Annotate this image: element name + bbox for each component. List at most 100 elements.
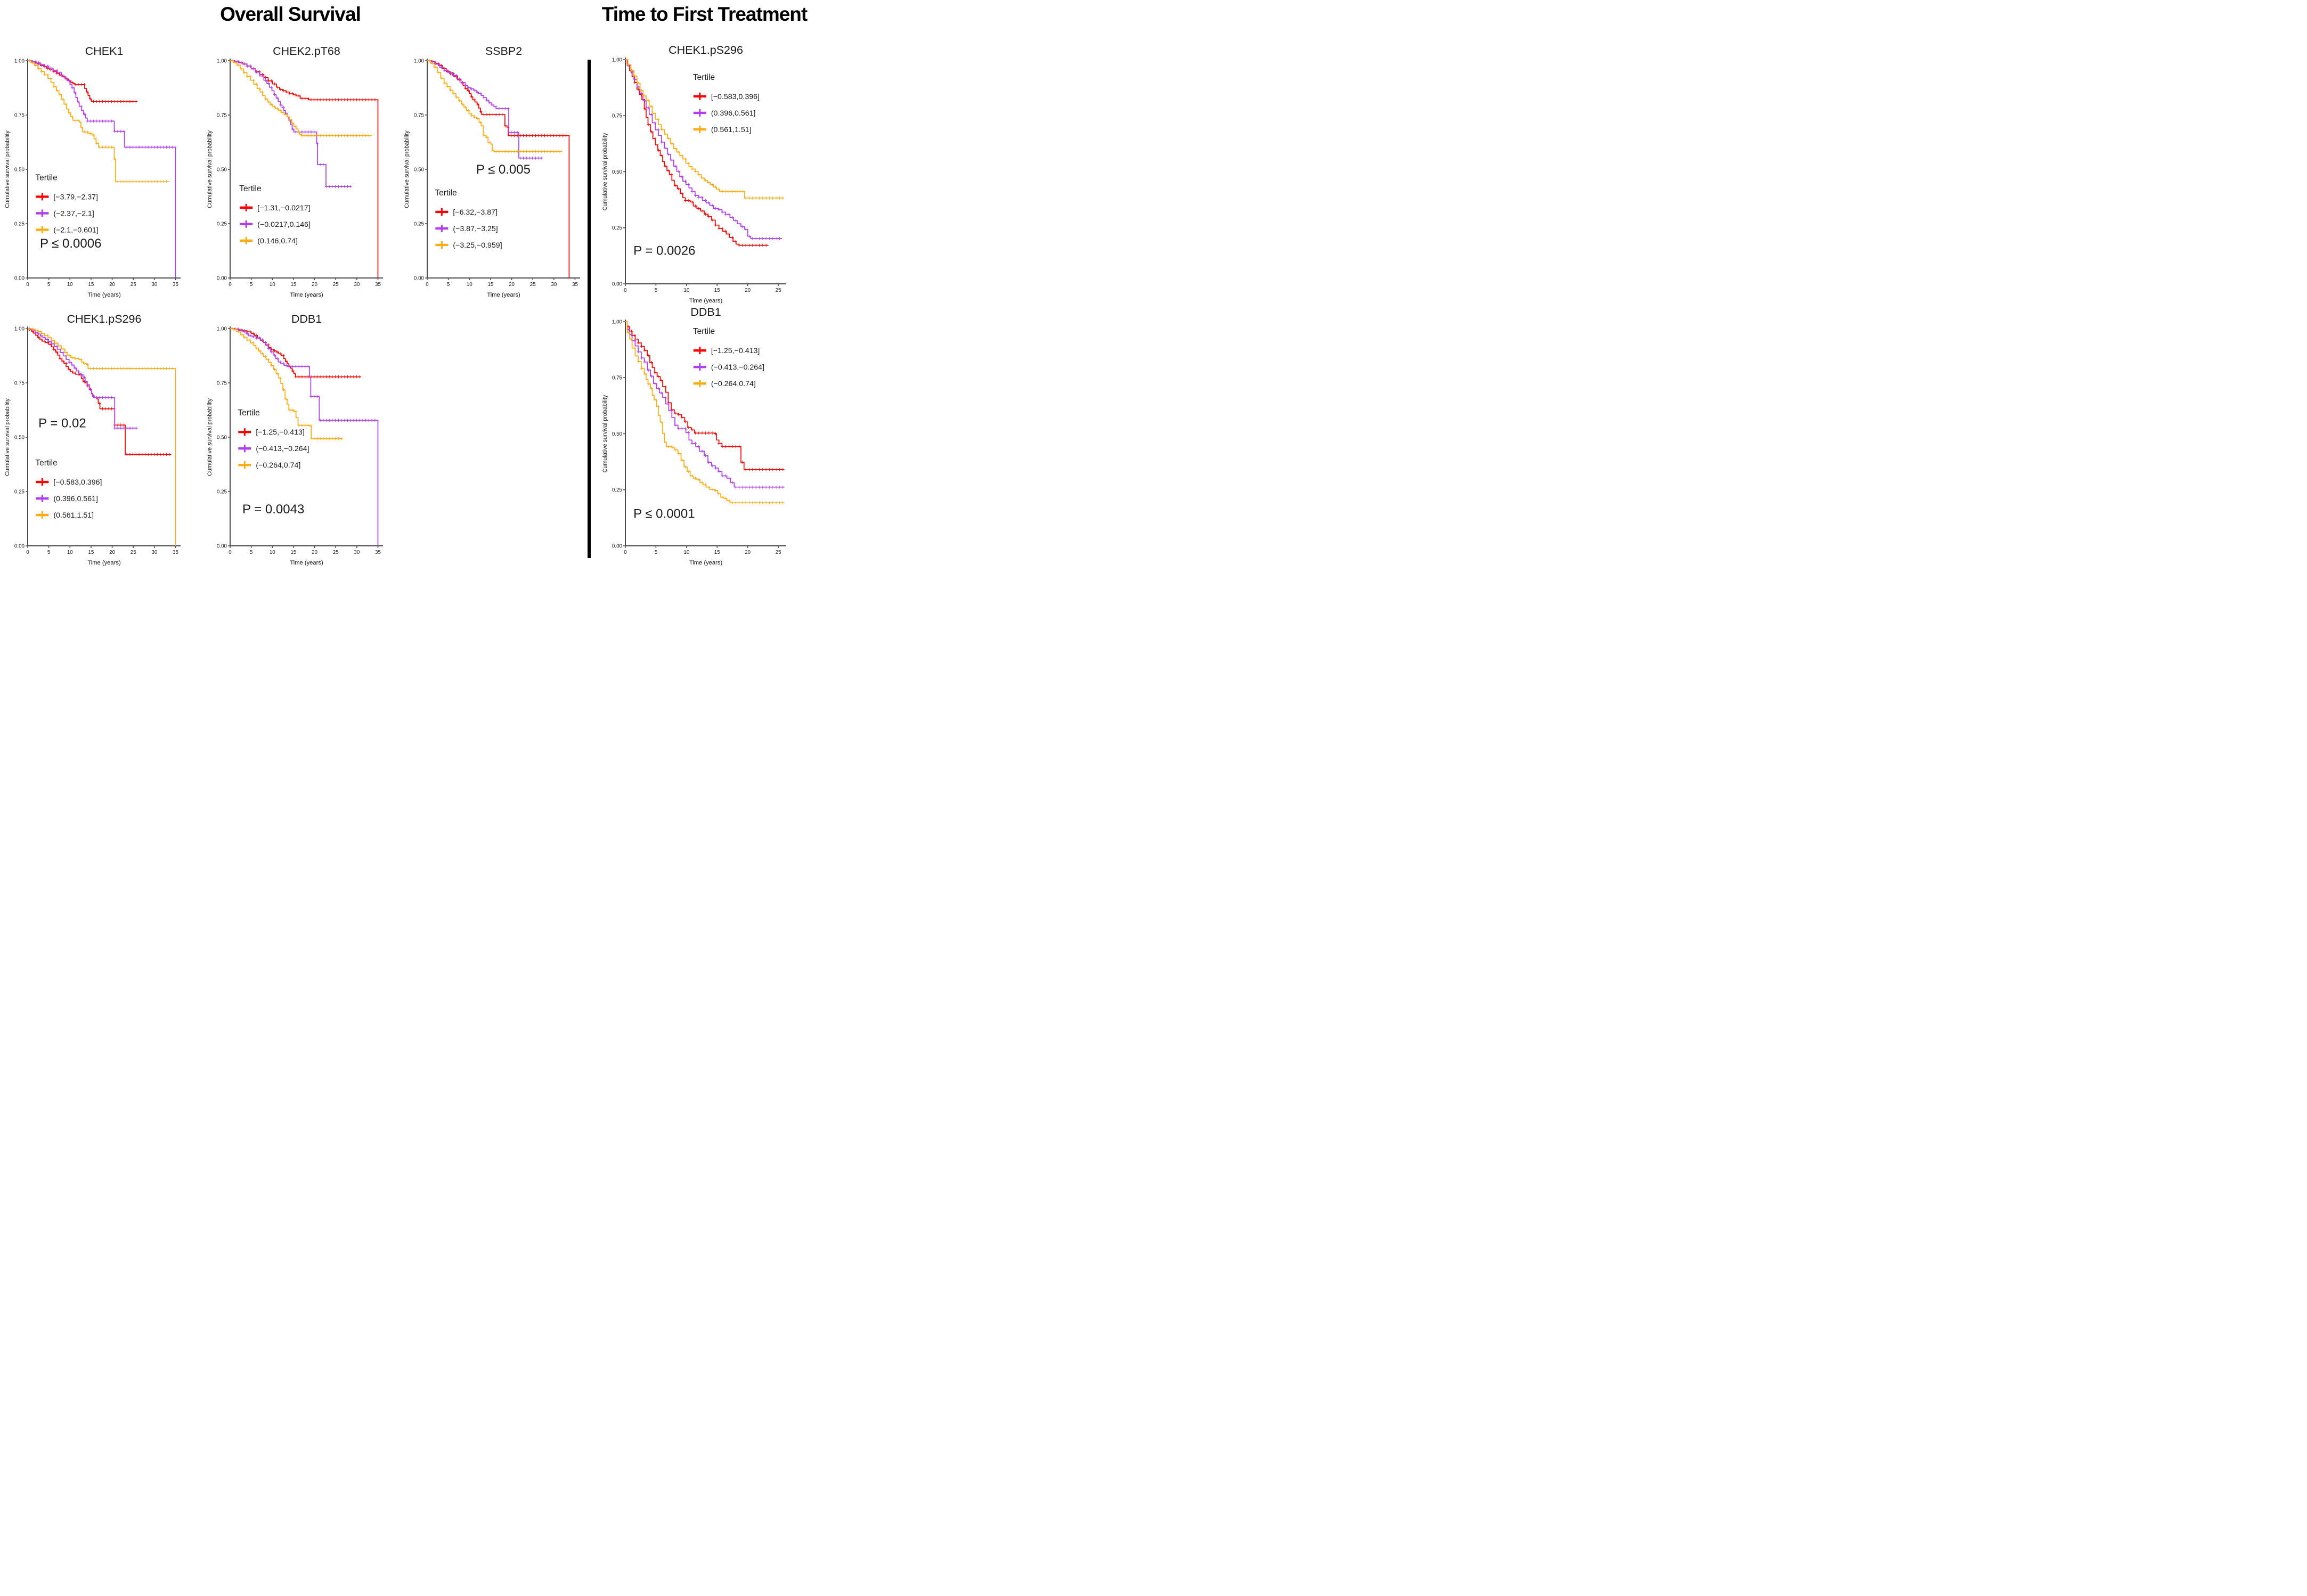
y-tick-label: 1.00 bbox=[14, 58, 25, 64]
censor-marks-tertile3 bbox=[626, 63, 785, 200]
km-curve-tertile1 bbox=[230, 60, 379, 278]
legend-item-label: (−3.87,−3.25] bbox=[453, 225, 498, 233]
legend-item-label: [−0.583,0.396] bbox=[711, 93, 760, 101]
y-tick-label: 1.00 bbox=[217, 58, 227, 64]
y-tick-label: 0.75 bbox=[14, 112, 25, 118]
legend-item-label: (−0.413,−0.264] bbox=[711, 363, 764, 372]
censor-marks-tertile1 bbox=[28, 328, 171, 456]
x-tick-label: 5 bbox=[250, 550, 253, 555]
x-tick-label: 30 bbox=[354, 550, 360, 555]
x-tick-label: 25 bbox=[131, 282, 136, 288]
legend-title: Tertile bbox=[239, 184, 261, 193]
legend-item-label: [−1.31,−0.0217] bbox=[257, 204, 310, 212]
km-curve-tertile1 bbox=[28, 328, 172, 455]
legend-title: Tertile bbox=[238, 408, 259, 418]
legend-item-label: (0.561,1.51] bbox=[711, 126, 752, 134]
km-panel-os-chek1: CHEK1 0.00 0.25 0.50 0.75 1.00 0 5 10 15 20 25 30 35 C… bbox=[3, 44, 187, 301]
censor-marks-tertile2 bbox=[231, 59, 352, 188]
x-tick-label: 25 bbox=[776, 550, 781, 555]
censor-marks-tertile2 bbox=[28, 59, 174, 149]
panel-title: CHEK2.pT68 bbox=[273, 45, 340, 58]
y-tick-label: 0.50 bbox=[14, 167, 25, 173]
y-tick-label: 0.00 bbox=[217, 275, 227, 281]
x-tick-label: 0 bbox=[624, 288, 627, 293]
x-tick-label: 30 bbox=[151, 282, 157, 288]
censor-marks-tertile1 bbox=[626, 63, 768, 247]
x-tick-label: 15 bbox=[290, 550, 296, 555]
x-tick-label: 10 bbox=[467, 282, 472, 288]
x-tick-label: 30 bbox=[551, 282, 557, 288]
legend-item-label: (−0.413,−0.264] bbox=[256, 445, 309, 453]
y-tick-label: 0.75 bbox=[612, 113, 623, 119]
x-tick-label: 15 bbox=[88, 282, 94, 288]
legend-item-label: [−3.79,−2.37] bbox=[53, 193, 98, 201]
km-curve-tertile1 bbox=[625, 321, 785, 470]
panel-title: CHEK1.pS296 bbox=[67, 313, 142, 325]
x-tick-label: 15 bbox=[487, 282, 493, 288]
km-panel-ttft-chek1-ps296: CHEK1.pS296 0.00 0.25 0.50 0.75 1.00 0 5 10 15 20 2… bbox=[601, 43, 793, 307]
km-curve-tertile3 bbox=[28, 60, 169, 183]
x-tick-label: 5 bbox=[655, 288, 658, 293]
y-axis-label: Cumulative survival probability bbox=[207, 398, 213, 476]
overall-survival-title: Overall Survival bbox=[220, 3, 361, 25]
legend-item-label: (−2.1,−0.601] bbox=[53, 226, 98, 234]
km-chart-ttft-ddb1: DDB1 0.00 0.25 0.50 0.75 1.00 0 5 10 15 20 25 Cumula… bbox=[602, 306, 786, 566]
y-tick-label: 0.00 bbox=[612, 281, 623, 287]
legend-item-label: (−0.0217,0.146] bbox=[257, 220, 311, 229]
x-tick-label: 10 bbox=[67, 282, 73, 288]
x-tick-label: 20 bbox=[109, 282, 115, 288]
x-axis-label: Time (years) bbox=[290, 560, 323, 566]
x-tick-label: 15 bbox=[714, 550, 720, 555]
panel-title: DDB1 bbox=[291, 313, 322, 325]
x-tick-label: 20 bbox=[312, 550, 317, 555]
p-value-label: P ≤ 0.0006 bbox=[40, 236, 101, 251]
km-curve-tertile3 bbox=[28, 328, 176, 546]
p-value-label: P = 0.0026 bbox=[633, 243, 695, 258]
x-tick-label: 5 bbox=[250, 282, 253, 288]
km-curve-tertile3 bbox=[230, 328, 343, 439]
km-panel-os-ssbp2: SSBP2 0.00 0.25 0.50 0.75 1.00 0 5 10 15 20 25 30 35 C… bbox=[403, 44, 586, 301]
censor-marks-tertile3 bbox=[28, 327, 174, 370]
legend-title: Tertile bbox=[693, 73, 715, 82]
y-tick-label: 0.50 bbox=[217, 435, 227, 440]
y-tick-label: 0.50 bbox=[414, 167, 425, 173]
x-tick-label: 35 bbox=[375, 282, 381, 288]
x-tick-label: 35 bbox=[375, 550, 381, 555]
figure-canvas: Overall Survival Time to First Treatment… bbox=[0, 0, 823, 569]
y-axis-label: Cumulative survival probability bbox=[602, 395, 608, 472]
y-tick-label: 0.50 bbox=[14, 435, 25, 440]
y-tick-label: 0.25 bbox=[612, 487, 623, 493]
x-tick-label: 0 bbox=[26, 282, 29, 288]
censor-marks-tertile2 bbox=[626, 328, 785, 489]
x-axis-label: Time (years) bbox=[689, 560, 723, 566]
time-to-first-treatment-title: Time to First Treatment bbox=[601, 3, 808, 25]
x-tick-label: 5 bbox=[47, 550, 51, 555]
y-tick-label: 0.00 bbox=[612, 543, 623, 549]
y-tick-label: 1.00 bbox=[14, 326, 25, 332]
km-chart-os-ddb1: DDB1 0.00 0.25 0.50 0.75 1.00 0 5 10 15 20 25 30 35 Cu… bbox=[207, 313, 383, 566]
censor-marks-tertile3 bbox=[28, 59, 168, 184]
km-curve-tertile2 bbox=[625, 321, 785, 488]
x-tick-label: 15 bbox=[714, 288, 720, 293]
x-tick-label: 10 bbox=[683, 550, 689, 555]
x-tick-label: 0 bbox=[229, 550, 232, 555]
y-tick-label: 0.75 bbox=[217, 380, 227, 386]
p-value-label: P ≤ 0.005 bbox=[476, 162, 531, 177]
censor-marks-tertile1 bbox=[626, 325, 785, 471]
y-tick-label: 0.00 bbox=[14, 543, 25, 549]
x-tick-label: 20 bbox=[312, 282, 317, 288]
y-tick-label: 0.50 bbox=[612, 169, 623, 175]
y-tick-label: 1.00 bbox=[612, 57, 623, 63]
y-tick-label: 0.25 bbox=[414, 221, 425, 227]
censor-marks-tertile3 bbox=[626, 331, 785, 504]
legend-title: Tertile bbox=[35, 459, 57, 468]
legend-item-label: [−1.25,−0.413] bbox=[256, 428, 305, 437]
y-tick-label: 0.25 bbox=[217, 221, 227, 227]
y-tick-label: 0.75 bbox=[14, 380, 25, 386]
panel-title: CHEK1 bbox=[85, 45, 124, 58]
x-tick-label: 0 bbox=[229, 282, 232, 288]
km-chart-ttft-chek1-ps296: CHEK1.pS296 0.00 0.25 0.50 0.75 1.00 0 5 10 15 20 2… bbox=[602, 44, 786, 304]
y-axis-label: Cumulative survival probability bbox=[602, 133, 608, 210]
legend-item-label: (−3.25,−0.959] bbox=[453, 241, 502, 250]
y-tick-label: 1.00 bbox=[612, 319, 623, 325]
